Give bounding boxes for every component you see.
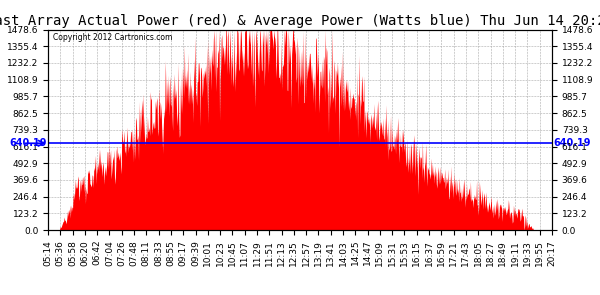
Text: Copyright 2012 Cartronics.com: Copyright 2012 Cartronics.com <box>53 32 172 42</box>
Text: 640.19: 640.19 <box>553 138 590 148</box>
Title: East Array Actual Power (red) & Average Power (Watts blue) Thu Jun 14 20:20: East Array Actual Power (red) & Average … <box>0 14 600 28</box>
Text: 640.19: 640.19 <box>10 138 47 148</box>
